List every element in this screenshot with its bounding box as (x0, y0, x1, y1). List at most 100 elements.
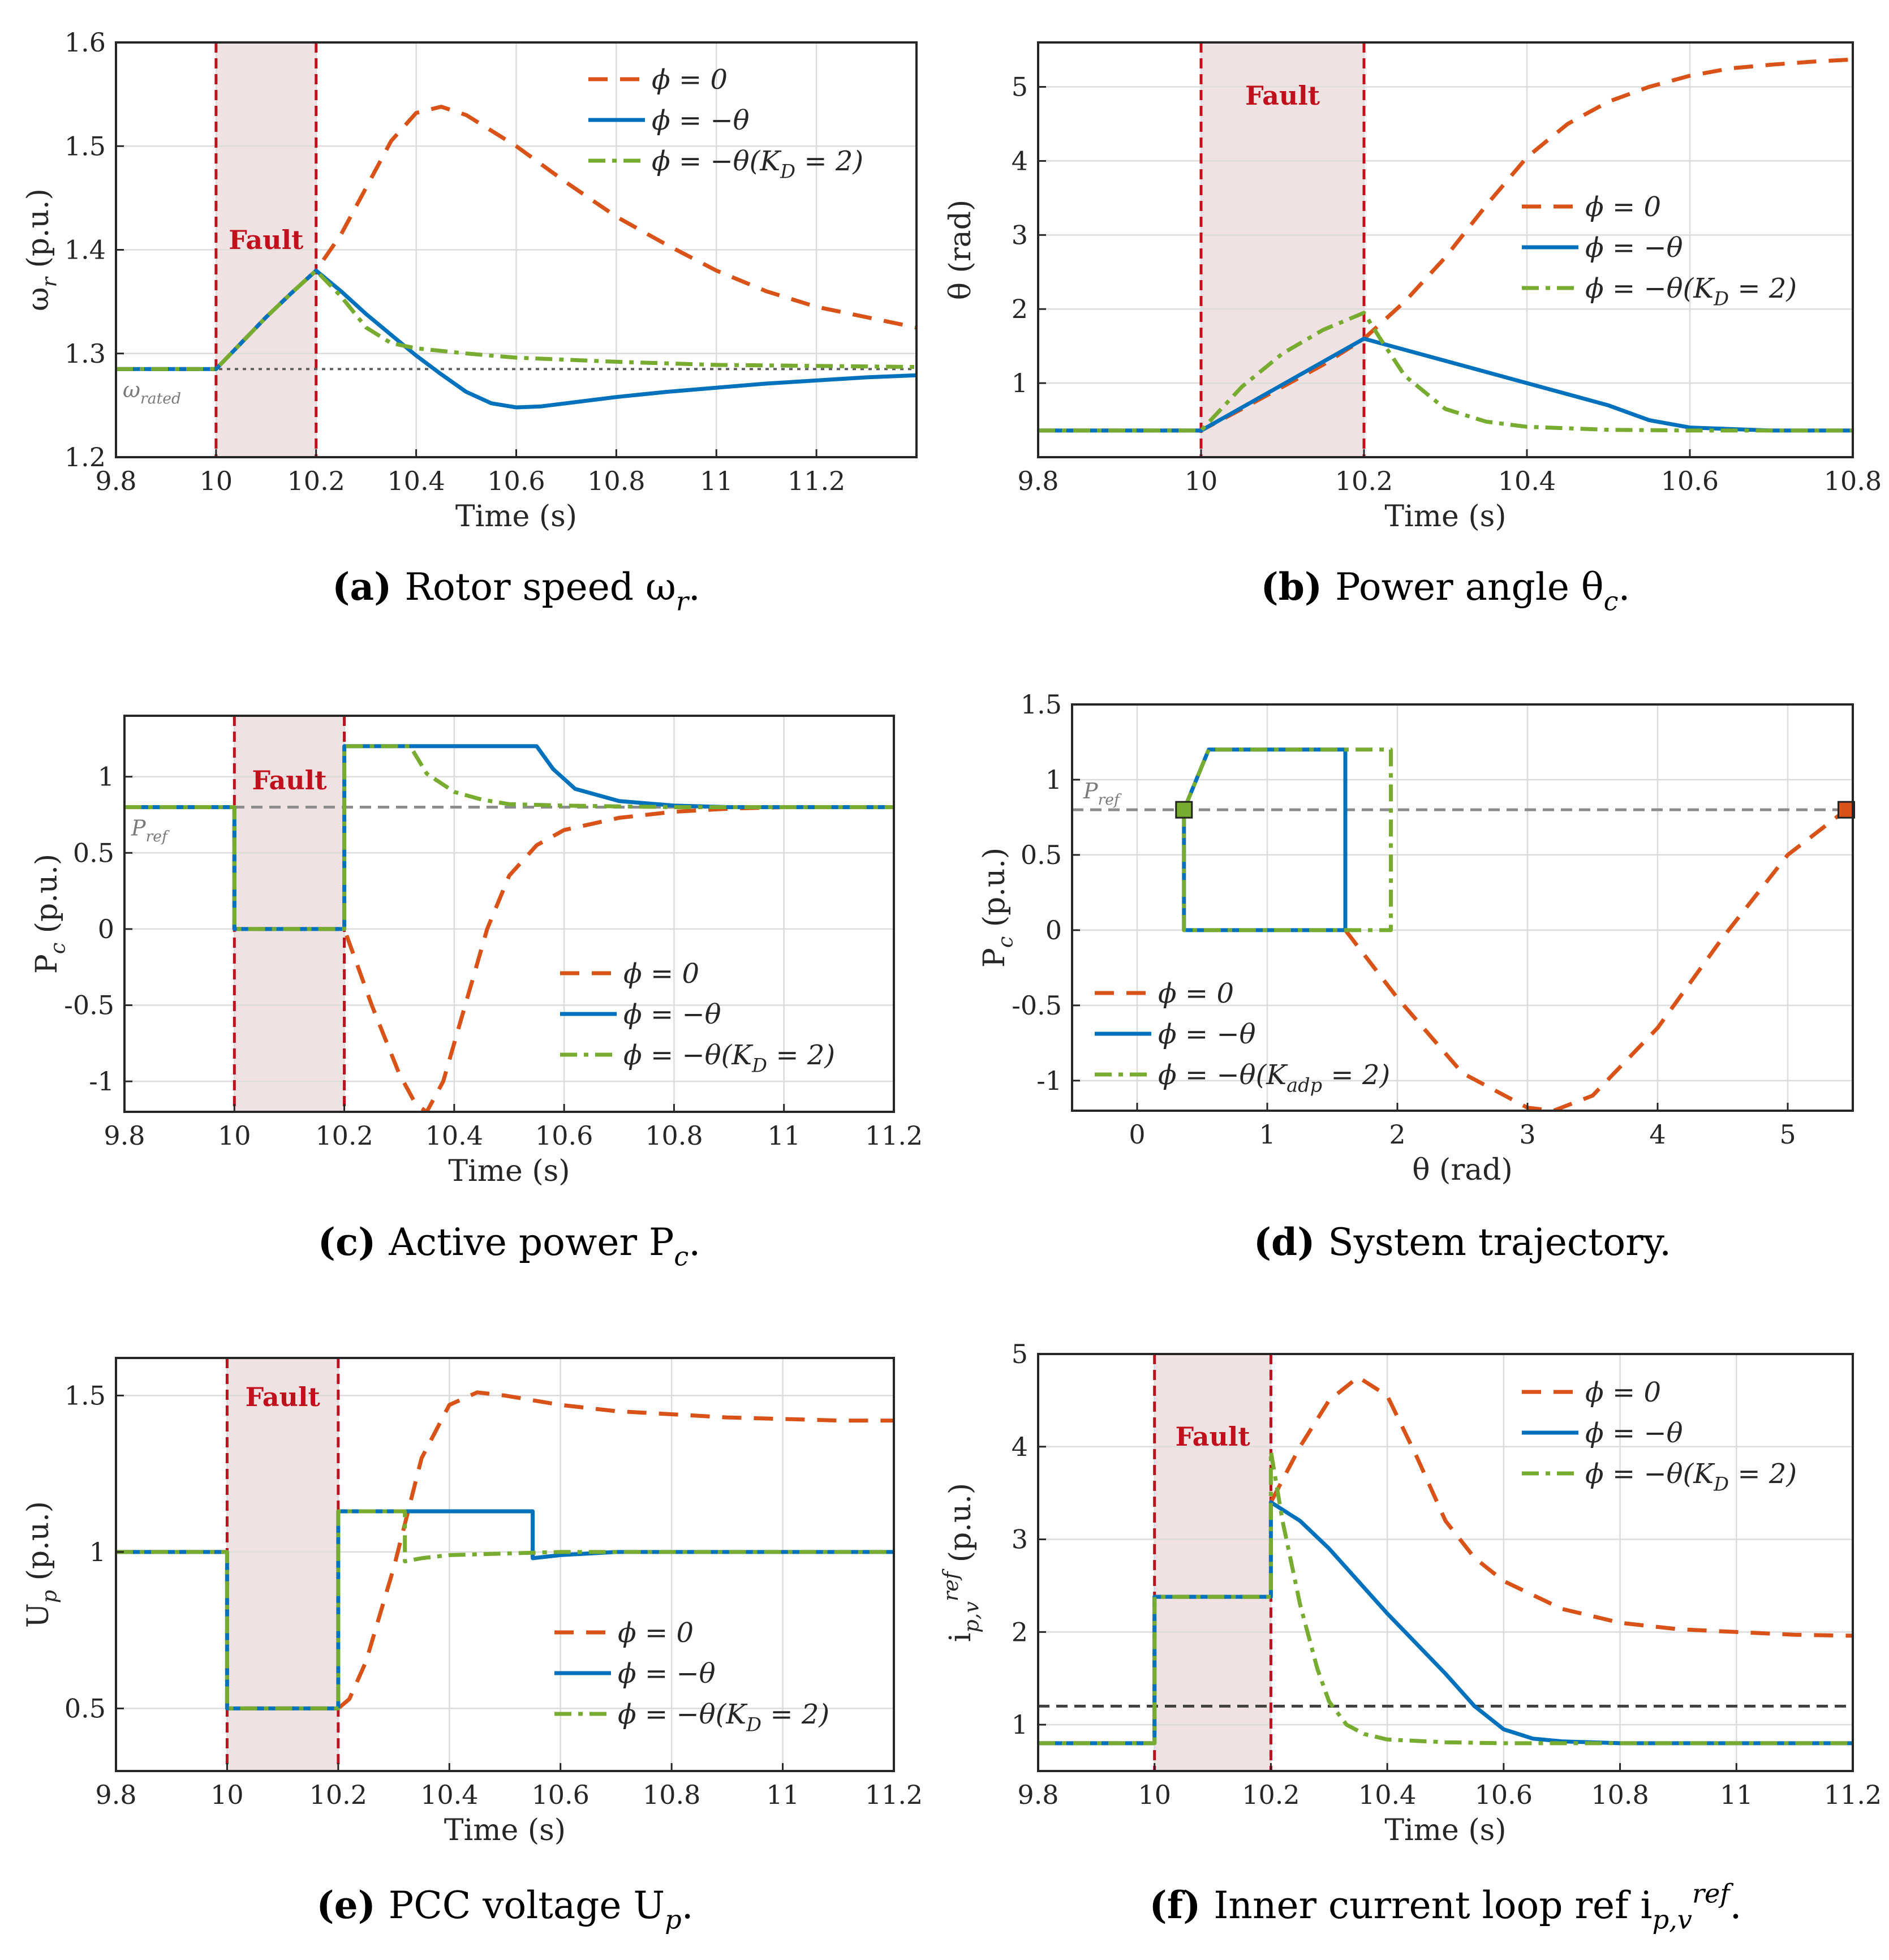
caption-c: (c) Active power Pc​. (318, 1220, 701, 1271)
x-tick-label: 10 (1138, 1780, 1171, 1810)
chart-e: Fault 9.8 10 10.2 10.4 10.6 10.8 11 11.2 0.5 1 1.5 T… (21, 1357, 923, 1935)
x-tick-label: 9.8 (95, 466, 136, 496)
series-line-phi0 (116, 105, 916, 371)
legend: ϕ = 0 ϕ = −θ ϕ = −θ(KD​ = 2) (554, 1617, 829, 1735)
legend-label-phi0: ϕ = 0 (1585, 1377, 1661, 1408)
legend: ϕ = 0 ϕ = −θ ϕ = −θ(KD​ = 2) (588, 64, 863, 182)
legend-label-phiKD: ϕ = −θ(Kadp​ = 2) (1158, 1059, 1390, 1096)
x-tick-label: 10.6 (1475, 1780, 1533, 1810)
y-tick-label: 1 (89, 1537, 106, 1567)
y-tick-label: 1.5 (64, 131, 106, 161)
caption-letter: (c) (318, 1220, 389, 1264)
x-tick-label: 10.6 (487, 466, 545, 496)
x-tick-label: 10 (200, 466, 233, 496)
y-tick-label: -1 (1036, 1065, 1062, 1096)
x-tick-label: 10 (210, 1780, 244, 1810)
series-line-phiKD (116, 1509, 894, 1710)
y-tick-label: 5 (1012, 72, 1028, 102)
x-tick-label: 10.4 (387, 466, 445, 496)
y-tick-label: 0 (98, 914, 114, 944)
x-tick-label: 10.2 (287, 466, 345, 496)
x-tick-label: 3 (1519, 1119, 1535, 1150)
caption-d: (d) System trajectory. (1254, 1220, 1671, 1264)
axes-frame (1037, 41, 1854, 458)
y-tick-label: -0.5 (1012, 990, 1062, 1021)
x-tick-label: 11 (767, 1120, 801, 1151)
series-line-phiKD (124, 744, 894, 931)
y-tick-label: 0.5 (1021, 840, 1062, 870)
x-tick-label: 1 (1259, 1119, 1275, 1150)
y-axis-label: ip,v​ref​ (p.u.) (939, 1483, 983, 1642)
x-axis-label: Time (s) (444, 1813, 566, 1847)
caption-letter: (e) (316, 1883, 388, 1927)
caption-f: (f) Inner current loop ref ip,v​ref​. (1150, 1878, 1742, 1935)
x-tick-label: 10.2 (315, 1120, 373, 1151)
x-tick-label: 11.2 (865, 1120, 923, 1151)
plot-area (1038, 42, 1853, 457)
x-tick-label: 11.2 (1824, 1780, 1882, 1810)
y-tick-label: 1.4 (64, 235, 106, 265)
series-line-phi0 (124, 805, 894, 1112)
chart-f: Fault 9.8 10 10.2 10.4 10.6 10.8 11 11.2 1 2 3 4 5 Tim… (939, 1339, 1882, 1935)
y-tick-label: 1.5 (1021, 689, 1062, 720)
reference-line-label: Pref​ (131, 816, 170, 846)
y-tick-label: 5 (1012, 1339, 1028, 1369)
y-axis-label: θ (rad) (944, 200, 978, 300)
chart-c: FaultPref​9.81010.210.410.610.81111.2-1-… (30, 715, 923, 1271)
x-axis-label: θ (rad) (1412, 1153, 1513, 1187)
y-tick-label: 1 (1012, 1709, 1028, 1740)
legend-label-phiTheta: ϕ = −θ (623, 999, 721, 1030)
y-axis-label: ωr​ (p.u.) (21, 188, 62, 311)
x-tick-label: 10.8 (1824, 466, 1882, 496)
fault-label: Fault (252, 765, 327, 796)
y-tick-label: 1 (1012, 368, 1028, 398)
reference-line-label: ωrated​ (123, 377, 181, 407)
y-axis-label: Pc​ (p.u.) (30, 854, 70, 974)
legend-label-phiTheta: ϕ = −θ (652, 105, 750, 136)
caption-letter: (a) (332, 565, 405, 609)
x-tick-label: 9.8 (1017, 466, 1058, 496)
x-tick-label: 10.8 (1591, 1780, 1649, 1810)
axes-frame (123, 715, 895, 1113)
reference-line-label: Pref​ (1083, 779, 1122, 809)
trajectory-marker (1838, 801, 1855, 819)
series-group (124, 744, 894, 1112)
series-line-phiKD (1038, 1449, 1853, 1746)
legend-label-phiTheta: ϕ = −θ (1585, 232, 1683, 264)
y-tick-label: 1.5 (64, 1380, 106, 1411)
caption-e: (e) PCC voltage Up​. (316, 1883, 693, 1935)
x-tick-label: 4 (1649, 1119, 1666, 1150)
axes-frame (1071, 703, 1854, 1112)
x-tick-label: 10.4 (425, 1120, 483, 1151)
legend-label-phiKD: ϕ = −θ(KD​ = 2) (652, 145, 863, 182)
caption-b: (b) Power angle θc​. (1261, 565, 1630, 616)
x-axis-label: Time (s) (1384, 1813, 1506, 1847)
fault-label: Fault (246, 1382, 321, 1412)
legend-label-phiKD: ϕ = −θ(KD​ = 2) (1585, 1458, 1797, 1495)
series-line-phiTheta (116, 268, 916, 410)
fault-region (227, 1358, 338, 1771)
caption-a: (a) Rotor speed ωr​. (332, 565, 700, 616)
y-tick-label: -1 (89, 1066, 114, 1097)
legend-label-phiTheta: ϕ = −θ (618, 1658, 716, 1690)
chart-a: Fault ωrated​ 9.8 10 10.2 10.4 10.6 10.8 11 11.2 1… (21, 27, 918, 616)
y-tick-label: 1.2 (64, 442, 106, 472)
y-tick-label: 1 (1045, 764, 1062, 795)
fault-label: Fault (1245, 80, 1320, 111)
series-line-phiTheta (1182, 747, 1348, 932)
x-tick-label: 10 (218, 1120, 251, 1151)
legend-label-phi0: ϕ = 0 (1158, 978, 1234, 1009)
x-tick-label: 10.8 (587, 466, 645, 496)
y-tick-label: 1 (98, 762, 114, 792)
legend-label-phiKD: ϕ = −θ(KD​ = 2) (618, 1699, 829, 1735)
x-tick-label: 10.8 (645, 1120, 703, 1151)
series-group (116, 1390, 894, 1710)
chart-b: Fault 9.8 10 10.2 10.4 10.6 10.8 1 2 3 4 5 Time (s) θ… (944, 41, 1882, 616)
y-tick-label: 2 (1012, 1617, 1028, 1647)
legend: ϕ = 0 ϕ = −θ ϕ = −θ(KD​ = 2) (560, 958, 835, 1076)
x-tick-label: 9.8 (95, 1780, 136, 1810)
legend-label-phiTheta: ϕ = −θ (1158, 1018, 1256, 1050)
axes-frame (1037, 1353, 1854, 1772)
series-group (1038, 57, 1853, 433)
